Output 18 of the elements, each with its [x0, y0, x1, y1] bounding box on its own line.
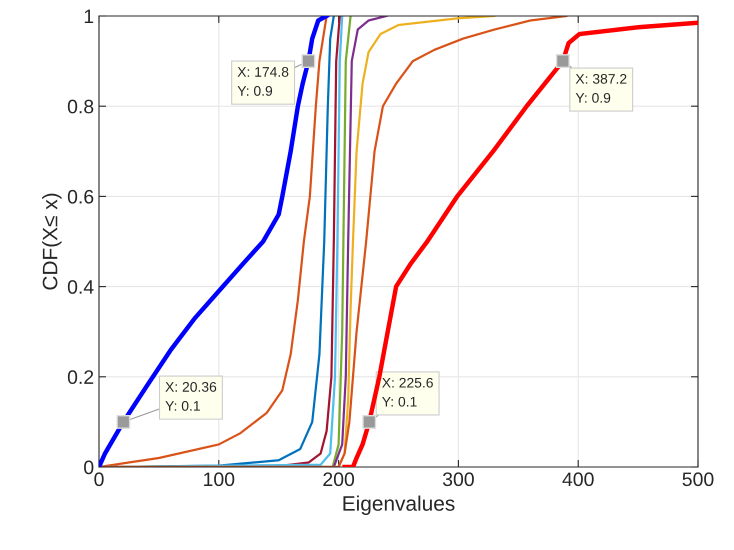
annotation: X: 174.8 Y: 0.9: [238, 67, 288, 96]
x-tick-label: 0: [94, 472, 104, 486]
x-tick-label: 200: [323, 472, 354, 486]
annotation: X: 225.6 Y: 0.1: [382, 378, 433, 407]
x-tick-label: 400: [562, 472, 594, 486]
y-tick-label: 0.8: [68, 100, 94, 114]
x-tick-label: 500: [682, 472, 714, 486]
x-axis-title: Eigenvalues: [343, 496, 455, 515]
x-tick-label: 300: [442, 472, 474, 486]
x-tick-label: 100: [204, 472, 234, 486]
y-tick-label: 0: [84, 460, 94, 474]
y-axis-title: CDF(X≤ x): [42, 194, 62, 290]
annotation: X: 20.36 Y: 0.1: [165, 382, 216, 411]
y-tick-label: 0.4: [68, 280, 94, 294]
y-tick-label: 1: [84, 10, 94, 24]
y-tick-label: 0.2: [68, 370, 94, 384]
y-tick-label: 0.6: [68, 190, 94, 204]
annotation: X: 387.2 Y: 0.9: [576, 74, 626, 103]
